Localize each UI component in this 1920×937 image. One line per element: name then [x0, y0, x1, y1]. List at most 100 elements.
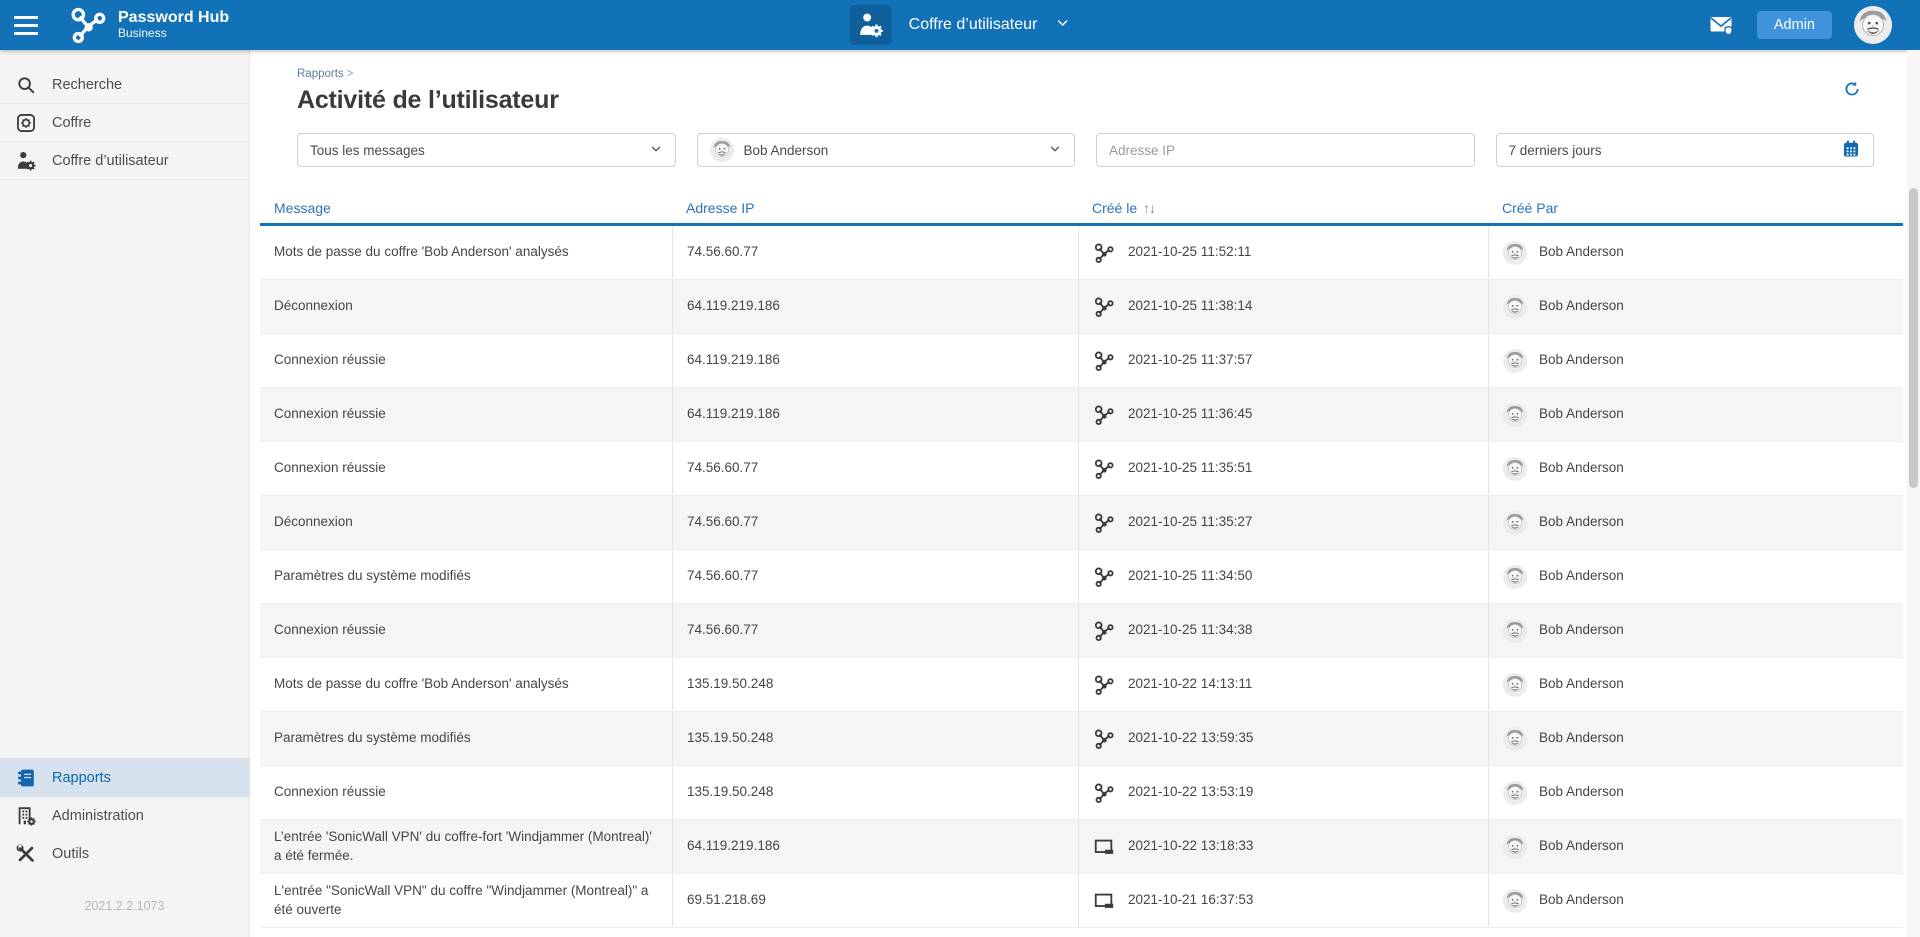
message-filter-select[interactable]: Tous les messages — [297, 133, 676, 167]
created-timestamp: 2021-10-25 11:38:14 — [1128, 298, 1253, 314]
cell-created: 2021-10-25 11:37:57 — [1078, 334, 1488, 387]
created-by-name: Bob Anderson — [1539, 784, 1624, 800]
avatar — [1503, 888, 1527, 913]
sidebar-item-administration[interactable]: Administration — [0, 797, 249, 835]
main-content: Rapports > Activité de l’utilisateur Tous… — [250, 50, 1920, 937]
scrollbar-thumb[interactable] — [1909, 188, 1918, 488]
column-header-adresse-ip[interactable]: Adresse IP — [686, 199, 755, 216]
vault-selector-label: Coffre d’utilisateur — [908, 16, 1038, 33]
table-body: Mots de passe du coffre 'Bob Anderson' a… — [260, 226, 1903, 928]
cell-created-by: Bob Anderson — [1488, 874, 1903, 927]
cell-created: 2021-10-22 14:13:11 — [1078, 658, 1488, 711]
column-header-cree-par[interactable]: Créé Par — [1502, 199, 1559, 216]
administration-icon — [15, 805, 37, 827]
sidebar-item-recherche[interactable]: Recherche — [0, 66, 249, 104]
date-range-value: 7 derniers jours — [1508, 142, 1602, 158]
table-row[interactable]: Mots de passe du coffre 'Bob Anderson' a… — [260, 658, 1903, 712]
user-vault-icon — [849, 5, 892, 45]
cell-created-by: Bob Anderson — [1488, 442, 1903, 495]
window-icon — [1093, 890, 1115, 912]
sidebar-item-label: Administration — [52, 808, 144, 824]
cell-message: Connexion réussie — [274, 784, 386, 800]
brand-edition: Business — [118, 26, 167, 41]
table-row[interactable]: Déconnexion 64.119.219.186 2021-10-25 11… — [260, 280, 1903, 334]
avatar — [709, 138, 734, 162]
created-timestamp: 2021-10-25 11:35:51 — [1128, 460, 1253, 476]
sidebar-item-label: Recherche — [52, 76, 123, 93]
table-row[interactable]: Connexion réussie 74.56.60.77 2021-10-25… — [260, 442, 1903, 496]
cell-created-by: Bob Anderson — [1488, 820, 1903, 873]
hamburger-menu-icon[interactable] — [0, 0, 46, 50]
cell-message: Connexion réussie — [274, 460, 386, 476]
calendar-icon — [1841, 139, 1861, 162]
cell-created: 2021-10-22 13:53:19 — [1078, 766, 1488, 819]
sidebar-item-coffre-utilisateur[interactable]: Coffre d’utilisateur — [0, 142, 249, 180]
sidebar-item-outils[interactable]: Outils — [0, 835, 249, 873]
created-by-name: Bob Anderson — [1539, 838, 1624, 854]
user-filter-select[interactable]: Bob Anderson — [696, 133, 1075, 167]
created-timestamp: 2021-10-22 14:13:11 — [1128, 676, 1253, 692]
ip-filter-field[interactable] — [1096, 133, 1475, 167]
created-by-name: Bob Anderson — [1539, 568, 1624, 584]
column-header-message[interactable]: Message — [274, 199, 331, 216]
table-row[interactable]: Déconnexion 74.56.60.77 2021-10-25 11:35… — [260, 496, 1903, 550]
hub-icon — [1093, 566, 1115, 588]
breadcrumb[interactable]: Rapports > — [297, 68, 1874, 80]
cell-created-by: Bob Anderson — [1488, 604, 1903, 657]
created-by-name: Bob Anderson — [1539, 514, 1624, 530]
breadcrumb-rapports[interactable]: Rapports — [297, 68, 344, 80]
admin-button[interactable]: Admin — [1756, 11, 1832, 39]
table-row[interactable]: L'entrée "SonicWall VPN" du coffre "Wind… — [260, 874, 1903, 928]
cell-message: Connexion réussie — [274, 622, 386, 638]
created-timestamp: 2021-10-25 11:36:45 — [1128, 406, 1253, 422]
cell-ip: 69.51.218.69 — [672, 874, 1078, 927]
created-timestamp: 2021-10-25 11:35:27 — [1128, 514, 1253, 530]
table-row[interactable]: Connexion réussie 135.19.50.248 2021-10-… — [260, 766, 1903, 820]
created-by-name: Bob Anderson — [1539, 676, 1624, 692]
vault-selector[interactable]: Coffre d’utilisateur — [849, 5, 1071, 45]
search-icon — [15, 74, 37, 96]
cell-message: Paramètres du système modifiés — [274, 568, 471, 584]
avatar — [1503, 456, 1527, 481]
table-row[interactable]: Connexion réussie 74.56.60.77 2021-10-25… — [260, 604, 1903, 658]
created-timestamp: 2021-10-25 11:52:11 — [1128, 244, 1252, 260]
app-logo: Password Hub Business — [68, 5, 229, 45]
date-range-select[interactable]: 7 derniers jours — [1495, 133, 1874, 167]
table-row[interactable]: Paramètres du système modifiés 74.56.60.… — [260, 550, 1903, 604]
table-header: Message Adresse IP Créé le Créé Par — [260, 192, 1903, 226]
created-timestamp: 2021-10-25 11:34:38 — [1128, 622, 1253, 638]
created-by-name: Bob Anderson — [1539, 406, 1624, 422]
hub-icon — [1093, 404, 1115, 426]
vertical-scrollbar[interactable] — [1907, 50, 1920, 937]
table-row[interactable]: Connexion réussie 64.119.219.186 2021-10… — [260, 388, 1903, 442]
sidebar-item-rapports[interactable]: Rapports — [0, 759, 249, 797]
avatar — [1503, 240, 1527, 265]
avatar — [1503, 726, 1527, 751]
sidebar-item-coffre[interactable]: Coffre — [0, 104, 249, 142]
window-icon — [1093, 836, 1115, 858]
table-row[interactable]: Mots de passe du coffre 'Bob Anderson' a… — [260, 226, 1903, 280]
created-timestamp: 2021-10-22 13:59:35 — [1128, 730, 1254, 746]
hub-icon — [1093, 674, 1115, 696]
created-by-name: Bob Anderson — [1539, 622, 1624, 638]
cell-created-by: Bob Anderson — [1488, 766, 1903, 819]
column-header-cree-le[interactable]: Créé le — [1078, 200, 1488, 216]
secure-message-icon[interactable] — [1709, 13, 1735, 37]
sidebar-item-label: Outils — [52, 846, 90, 862]
breadcrumb-separator: > — [346, 68, 354, 80]
user-avatar[interactable] — [1854, 6, 1892, 44]
refresh-icon[interactable] — [1843, 80, 1863, 100]
table-row[interactable]: Paramètres du système modifiés 135.19.50… — [260, 712, 1903, 766]
cell-message: Mots de passe du coffre 'Bob Anderson' a… — [274, 676, 569, 692]
table-row[interactable]: Connexion réussie 64.119.219.186 2021-10… — [260, 334, 1903, 388]
hub-icon — [1093, 512, 1115, 534]
cell-created: 2021-10-25 11:35:27 — [1078, 496, 1488, 549]
sort-descending-icon[interactable] — [1150, 200, 1156, 216]
ip-filter-input[interactable] — [1109, 142, 1462, 158]
created-by-name: Bob Anderson — [1539, 244, 1624, 260]
created-timestamp: 2021-10-25 11:34:50 — [1128, 568, 1253, 584]
topbar: Password Hub Business Coffre d’utilisate… — [0, 0, 1920, 50]
sidebar-item-label: Rapports — [52, 770, 111, 786]
cell-created: 2021-10-25 11:34:38 — [1078, 604, 1488, 657]
table-row[interactable]: L’entrée 'SonicWall VPN' du coffre-fort … — [260, 820, 1903, 874]
